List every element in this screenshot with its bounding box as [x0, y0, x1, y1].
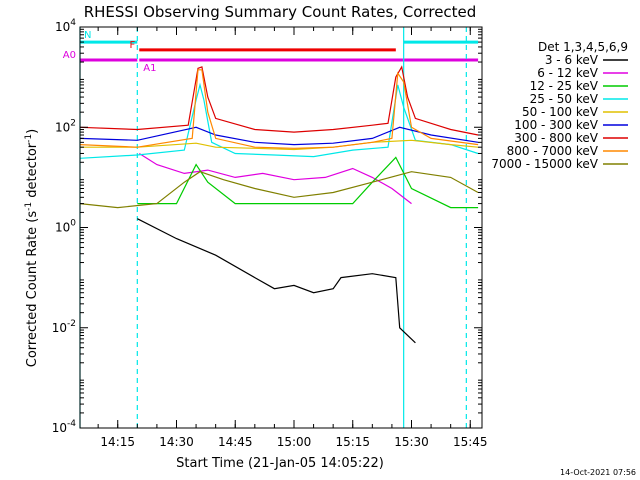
footer-timestamp: 14-Oct-2021 07:56	[560, 468, 636, 477]
x-tick-label-3: 15:00	[277, 435, 312, 449]
y-label-mid: detector	[25, 142, 40, 202]
series-line-3	[79, 82, 479, 159]
chart-title: RHESSI Observing Summary Count Rates, Co…	[84, 3, 477, 21]
y-tick-label-0: 10-4	[52, 419, 77, 435]
legend-label-7: 800 - 7000 keV	[507, 144, 599, 158]
annotations-layer: N F A0 A1	[63, 30, 479, 74]
y-tick-label-1: 10-2	[52, 319, 76, 335]
series-line-2	[137, 156, 479, 209]
series-line-7	[79, 69, 479, 149]
x-tick-label-0: 14:15	[100, 435, 135, 449]
legend-label-4: 50 - 100 keV	[522, 105, 599, 119]
ticks-layer: 10-4 10-2 100 102 104 14:15 14:30 14:45 15:00 15:…	[52, 18, 488, 449]
legend-label-0: 3 - 6 keV	[545, 53, 599, 67]
x-tick-label-6: 15:45	[453, 435, 488, 449]
series-line-4	[80, 139, 479, 151]
legend-label-5: 100 - 300 keV	[514, 118, 598, 132]
y-label-main: Corrected Count Rate (s	[25, 211, 40, 368]
legend-label-2: 12 - 25 keV	[530, 79, 599, 93]
annotation-label-2: A0	[63, 50, 76, 61]
series-line-8	[79, 171, 479, 209]
x-tick-label-5: 15:30	[394, 435, 429, 449]
legend-title: Det 1,3,4,5,6,9	[538, 40, 628, 54]
x-tick-label-2: 14:45	[218, 435, 253, 449]
annotation-label-0: N	[84, 30, 91, 41]
legend-label-6: 300 - 800 keV	[514, 131, 598, 145]
x-axis-label: Start Time (21-Jan-05 14:05:22)	[176, 456, 384, 471]
y-label-sup2: -1	[24, 134, 34, 143]
legend-label-1: 6 - 12 keV	[537, 66, 599, 80]
y-label-sup1: -1	[24, 202, 34, 211]
y-label-end: )	[25, 129, 40, 134]
annotation-label-3: A1	[143, 63, 156, 74]
y-axis-label: Corrected Count Rate (s-1 detector-1)	[24, 129, 40, 367]
legend-label-8: 7000 - 15000 keV	[491, 157, 598, 171]
x-tick-label-1: 14:30	[159, 435, 194, 449]
y-tick-label-3: 102	[55, 118, 76, 134]
y-tick-label-2: 100	[55, 219, 76, 235]
legend-label-3: 25 - 50 keV	[530, 92, 599, 106]
series-line-0	[137, 218, 416, 344]
series-line-6	[79, 65, 479, 136]
annotation-label-1: F	[130, 40, 136, 51]
series-line-5	[79, 126, 479, 146]
series-layer	[79, 65, 479, 344]
x-tick-label-4: 15:15	[335, 435, 370, 449]
y-tick-label-4: 104	[55, 18, 76, 34]
